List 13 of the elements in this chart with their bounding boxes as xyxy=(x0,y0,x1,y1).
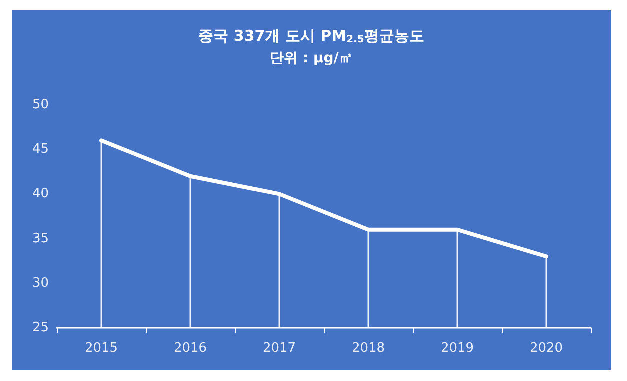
x-tick-label: 2019 xyxy=(440,341,474,356)
x-tick-label: 2018 xyxy=(352,341,386,356)
y-tick-label: 45 xyxy=(32,142,49,158)
y-tick-label: 35 xyxy=(32,231,49,246)
y-tick-label: 40 xyxy=(32,186,49,202)
y-tick-label: 25 xyxy=(32,320,49,336)
y-tick-label: 30 xyxy=(32,276,49,291)
x-tick-label: 2017 xyxy=(262,341,296,356)
x-tick-label: 2016 xyxy=(174,341,208,356)
x-tick-label: 2020 xyxy=(530,341,564,356)
chart-subtitle: 단위 : μg/㎥ xyxy=(270,50,353,66)
y-tick-label: 50 xyxy=(32,98,49,112)
x-tick-label: 2015 xyxy=(84,341,118,356)
